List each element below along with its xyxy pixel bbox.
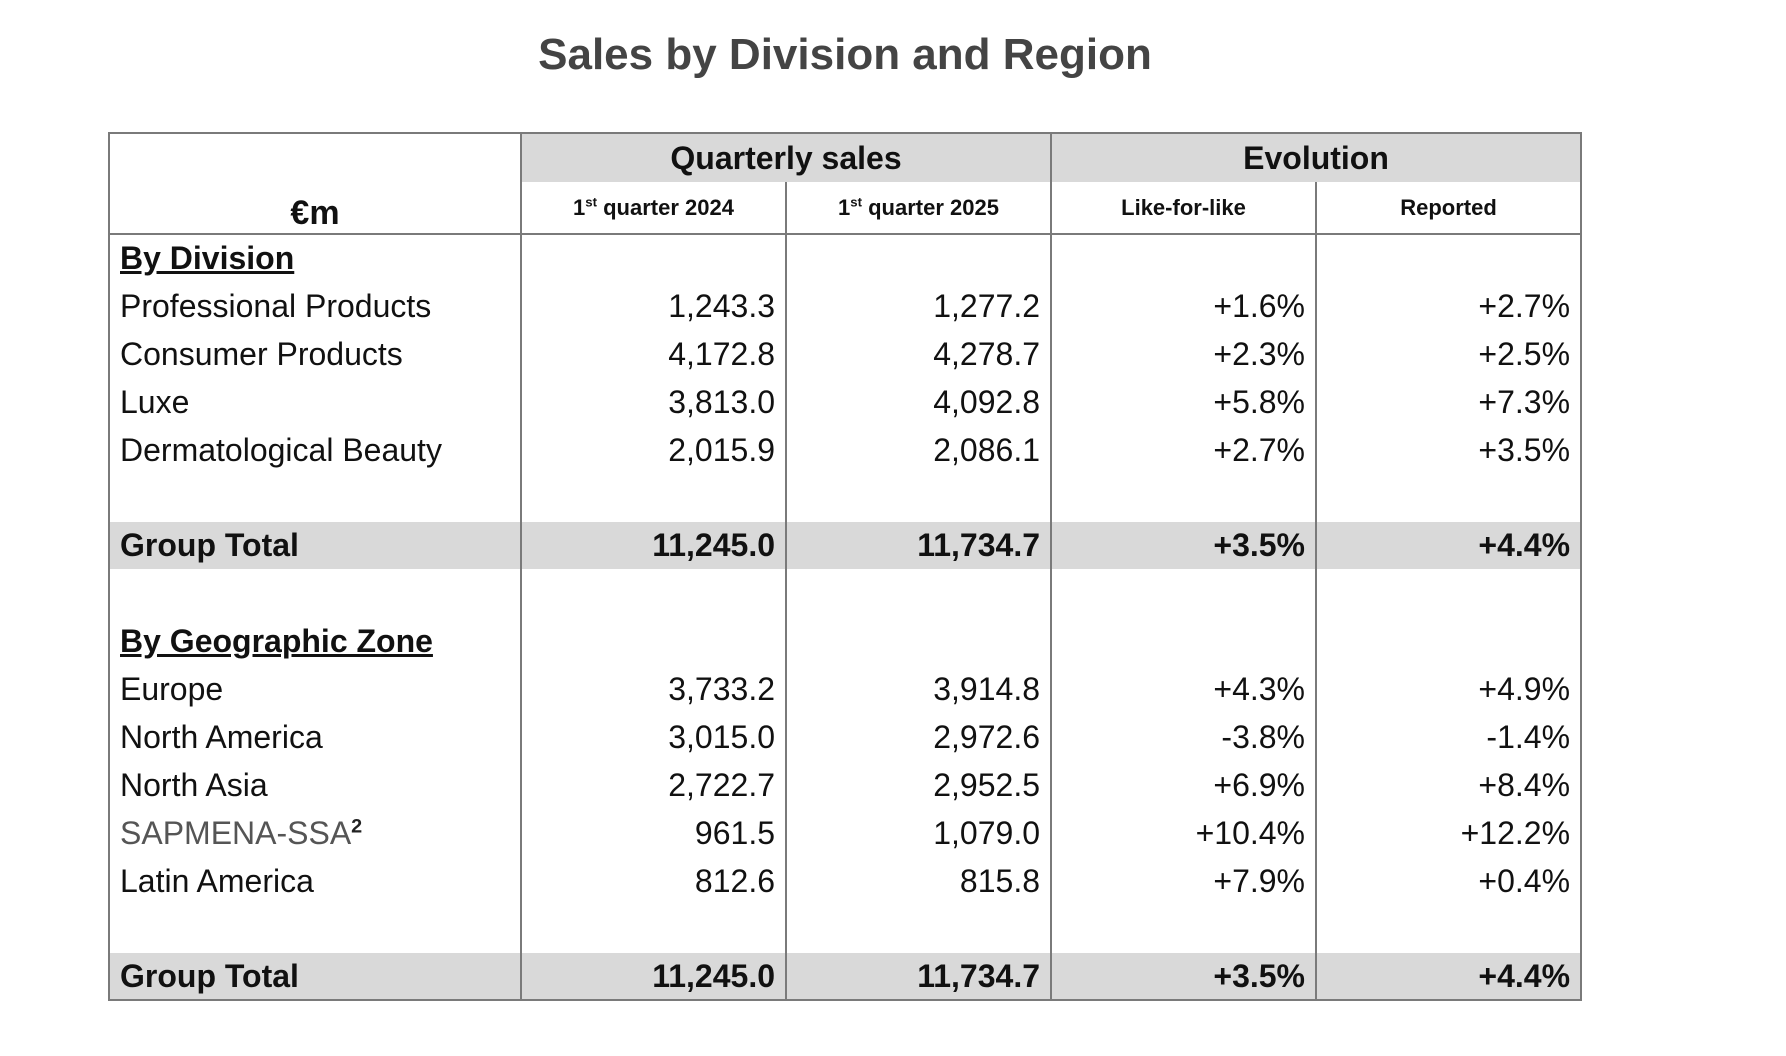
cell-q2024: 3,733.2 xyxy=(520,665,787,713)
cell-q2025: 4,092.8 xyxy=(785,378,1052,426)
sales-table: €m Quarterly sales Evolution 1st quarter… xyxy=(108,132,1583,1001)
cell-q2024: 1,243.3 xyxy=(520,282,787,330)
unit-header: €m xyxy=(108,133,522,235)
cell-reported: +12.2% xyxy=(1314,809,1583,857)
cell-lfl: +4.3% xyxy=(1050,665,1317,713)
row-label: Consumer Products xyxy=(108,330,522,378)
table-row: Latin America 812.6 815.8 +7.9% +0.4% xyxy=(108,857,1583,905)
cell-q2025: 3,914.8 xyxy=(785,665,1052,713)
row-label: Latin America xyxy=(108,857,522,905)
cell-reported: +2.5% xyxy=(1314,330,1583,378)
footnote-marker: 2 xyxy=(351,814,363,837)
total-row-division: Group Total 11,245.0 11,734.7 +3.5% +4.4… xyxy=(108,522,1583,569)
column-header-like-for-like: Like-for-like xyxy=(1050,182,1317,235)
cell-lfl: +1.6% xyxy=(1050,282,1317,330)
table-row: Luxe 3,813.0 4,092.8 +5.8% +7.3% xyxy=(108,378,1583,426)
quarterly-sales-header: Quarterly sales xyxy=(520,133,1052,182)
cell-q2025: 2,952.5 xyxy=(785,761,1052,809)
section-row-zone: By Geographic Zone xyxy=(108,617,1583,665)
row-label: Group Total xyxy=(108,953,522,1000)
total-row-zone: Group Total 11,245.0 11,734.7 +3.5% +4.4… xyxy=(108,953,1583,1000)
cell-reported: +4.9% xyxy=(1314,665,1583,713)
cell-reported: +7.3% xyxy=(1314,378,1583,426)
cell-q2025: 11,734.7 xyxy=(785,522,1052,569)
cell-q2024: 2,722.7 xyxy=(520,761,787,809)
cell-lfl: +10.4% xyxy=(1050,809,1317,857)
row-label: Dermatological Beauty xyxy=(108,426,522,474)
cell-lfl: +2.3% xyxy=(1050,330,1317,378)
cell-q2024: 812.6 xyxy=(520,857,787,905)
section-row-division: By Division xyxy=(108,234,1583,282)
column-header-q2025: 1st quarter 2025 xyxy=(785,182,1052,235)
cell-reported: +8.4% xyxy=(1314,761,1583,809)
cell-lfl: +3.5% xyxy=(1050,953,1317,1000)
table-row: SAPMENA-SSA2 961.5 1,079.0 +10.4% +12.2% xyxy=(108,809,1583,857)
cell-q2024: 2,015.9 xyxy=(520,426,787,474)
table-row: Dermatological Beauty 2,015.9 2,086.1 +2… xyxy=(108,426,1583,474)
table-row: North America 3,015.0 2,972.6 -3.8% -1.4… xyxy=(108,713,1583,761)
table-row: Europe 3,733.2 3,914.8 +4.3% +4.9% xyxy=(108,665,1583,713)
cell-q2025: 2,972.6 xyxy=(785,713,1052,761)
row-label: SAPMENA-SSA2 xyxy=(108,809,522,857)
header-row-groups: €m Quarterly sales Evolution xyxy=(108,133,1583,235)
cell-q2025: 1,079.0 xyxy=(785,809,1052,857)
table-row: Professional Products 1,243.3 1,277.2 +1… xyxy=(108,282,1583,330)
spacer-row xyxy=(108,905,1583,953)
cell-q2024: 11,245.0 xyxy=(520,522,787,569)
cell-reported: +4.4% xyxy=(1314,953,1583,1000)
page-title: Sales by Division and Region xyxy=(538,30,1152,79)
table-row: Consumer Products 4,172.8 4,278.7 +2.3% … xyxy=(108,330,1583,378)
cell-q2024: 3,813.0 xyxy=(520,378,787,426)
row-label: Professional Products xyxy=(108,282,522,330)
spacer-row xyxy=(108,474,1583,522)
cell-q2025: 4,278.7 xyxy=(785,330,1052,378)
row-label: Luxe xyxy=(108,378,522,426)
cell-q2024: 961.5 xyxy=(520,809,787,857)
cell-q2025: 2,086.1 xyxy=(785,426,1052,474)
header-row-columns: 1st quarter 2024 1st quarter 2025 Like-f… xyxy=(109,182,1583,235)
cell-q2025: 1,277.2 xyxy=(785,282,1052,330)
column-header-q2024: 1st quarter 2024 xyxy=(520,182,787,235)
cell-q2025: 815.8 xyxy=(785,857,1052,905)
column-header-reported: Reported xyxy=(1314,182,1583,235)
evolution-header: Evolution xyxy=(1049,133,1583,182)
cell-q2024: 11,245.0 xyxy=(520,953,787,1000)
cell-reported: -1.4% xyxy=(1314,713,1583,761)
cell-q2024: 4,172.8 xyxy=(520,330,787,378)
cell-q2024: 3,015.0 xyxy=(520,713,787,761)
cell-lfl: +3.5% xyxy=(1050,522,1317,569)
row-label: North Asia xyxy=(108,761,522,809)
section-heading-division: By Division xyxy=(120,240,295,276)
table-row: North Asia 2,722.7 2,952.5 +6.9% +8.4% xyxy=(108,761,1583,809)
cell-lfl: +2.7% xyxy=(1050,426,1317,474)
cell-lfl: +6.9% xyxy=(1050,761,1317,809)
cell-reported: +0.4% xyxy=(1314,857,1583,905)
cell-reported: +4.4% xyxy=(1314,522,1583,569)
cell-lfl: +7.9% xyxy=(1050,857,1317,905)
cell-lfl: -3.8% xyxy=(1050,713,1317,761)
cell-lfl: +5.8% xyxy=(1050,378,1317,426)
cell-reported: +3.5% xyxy=(1314,426,1583,474)
row-label: North America xyxy=(108,713,522,761)
row-label: Europe xyxy=(108,665,522,713)
section-heading-zone: By Geographic Zone xyxy=(120,622,433,659)
spacer-row xyxy=(108,569,1583,617)
cell-q2025: 11,734.7 xyxy=(785,953,1052,1000)
cell-reported: +2.7% xyxy=(1314,282,1583,330)
row-label: Group Total xyxy=(108,522,522,569)
